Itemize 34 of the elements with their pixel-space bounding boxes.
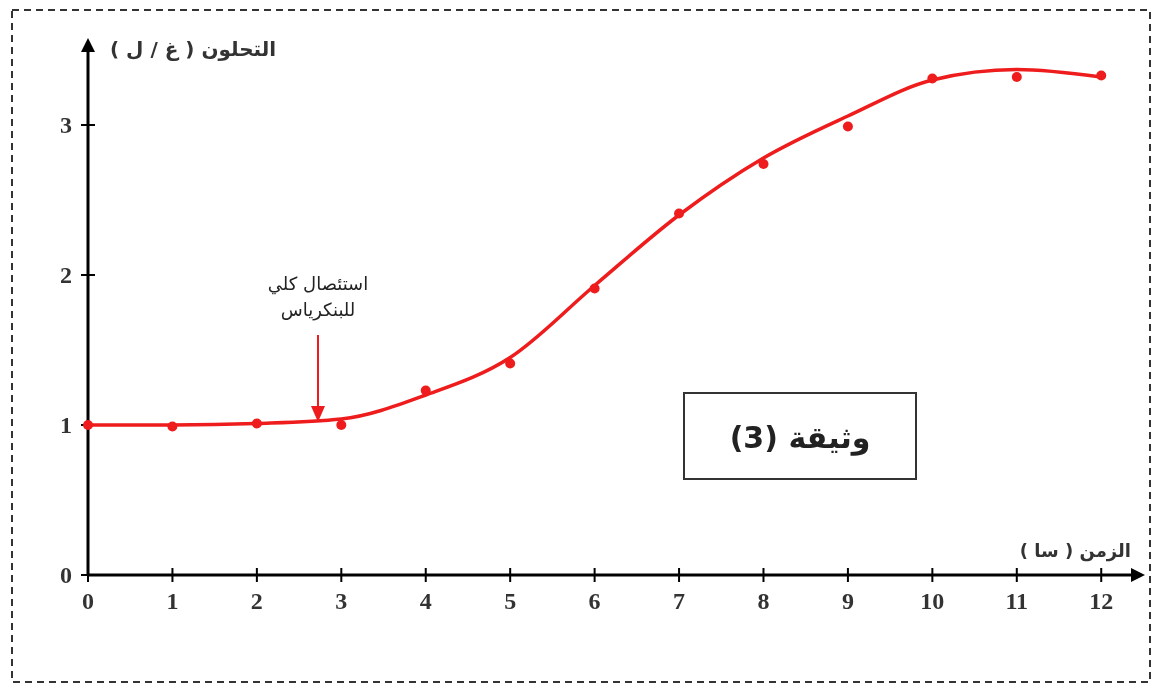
point <box>1096 70 1107 81</box>
point <box>842 121 853 132</box>
y-tick-label: 2 <box>60 262 72 288</box>
x-tick-label: 5 <box>504 588 517 614</box>
x-tick-label: 4 <box>419 588 432 614</box>
y-tick-label: 0 <box>60 562 72 588</box>
point <box>589 283 600 294</box>
point <box>167 421 178 432</box>
x-tick-label: 7 <box>673 588 686 614</box>
point <box>336 420 347 430</box>
x-tick-label: 11 <box>1005 588 1029 614</box>
x-tick-label: 6 <box>588 588 601 614</box>
x-tick-label: 8 <box>757 588 770 614</box>
x-tick-label: 2 <box>250 588 263 614</box>
x-tick-label: 3 <box>335 588 348 614</box>
x-tick-label: 0 <box>82 588 94 614</box>
x-axis-title: الزمن ( سا ) <box>1019 540 1131 562</box>
y-axis-title: التحلون ( غ / ل ) <box>110 37 277 61</box>
point <box>927 73 938 84</box>
x-tick-label: 9 <box>841 588 854 614</box>
x-tick-label: 1 <box>166 588 179 614</box>
point <box>1011 72 1022 82</box>
text: وثيقة (3) <box>729 420 871 456</box>
point <box>505 358 516 369</box>
annotation: استئصال كلي للبنكرياس <box>267 273 369 321</box>
y-tick-label: 3 <box>60 112 72 138</box>
x-tick-label: 10 <box>920 588 945 614</box>
point <box>83 420 93 430</box>
point <box>251 418 262 429</box>
y-tick-label: 1 <box>60 412 72 438</box>
point <box>758 159 769 169</box>
x-tick-label: 12 <box>1089 588 1114 614</box>
point <box>674 208 685 219</box>
point <box>420 385 431 396</box>
